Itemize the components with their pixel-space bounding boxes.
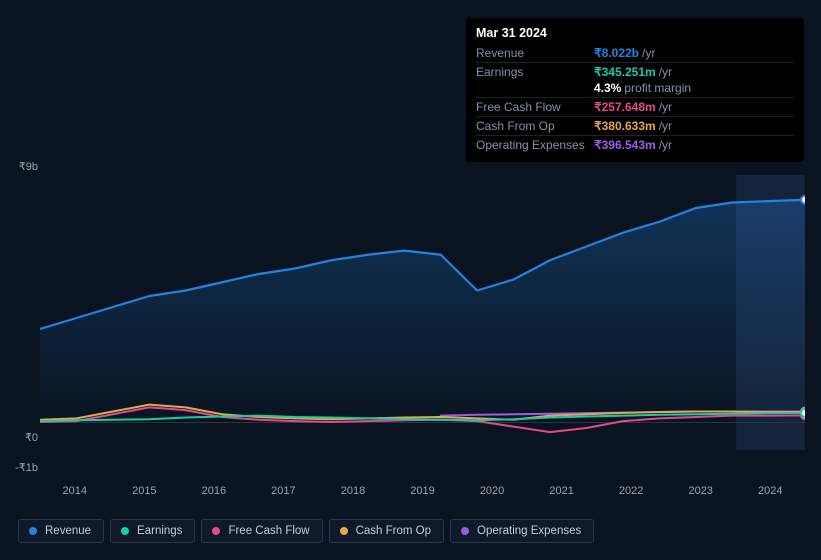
legend-label: Operating Expenses bbox=[477, 525, 581, 537]
legend-item-revenue[interactable]: Revenue bbox=[18, 519, 104, 543]
x-axis-tick: 2024 bbox=[735, 485, 805, 497]
tooltip-row-opex: Operating Expenses ₹396.543m /yr bbox=[476, 135, 794, 154]
x-axis-tick: 2019 bbox=[388, 485, 458, 497]
legend-label: Revenue bbox=[45, 525, 91, 537]
y-axis-label-zero: ₹0 bbox=[8, 431, 38, 444]
tooltip-label: Free Cash Flow bbox=[476, 100, 594, 114]
x-axis-tick: 2016 bbox=[179, 485, 249, 497]
tooltip-row-earnings: Earnings ₹345.251m /yr bbox=[476, 62, 794, 81]
legend-dot-icon bbox=[121, 527, 129, 535]
x-axis-tick: 2015 bbox=[110, 485, 180, 497]
tooltip-label: Operating Expenses bbox=[476, 138, 594, 152]
x-axis-tick: 2021 bbox=[527, 485, 597, 497]
tooltip-suffix: /yr bbox=[659, 138, 672, 152]
legend-item-opex[interactable]: Operating Expenses bbox=[450, 519, 594, 543]
tooltip-suffix: /yr bbox=[642, 46, 655, 60]
legend-label: Free Cash Flow bbox=[228, 525, 309, 537]
x-axis-tick: 2014 bbox=[40, 485, 110, 497]
x-axis-tick: 2018 bbox=[318, 485, 388, 497]
tooltip-row-fcf: Free Cash Flow ₹257.648m /yr bbox=[476, 97, 794, 116]
y-axis-label-min: -₹1b bbox=[2, 461, 38, 474]
tooltip-value: ₹396.543m bbox=[594, 138, 656, 152]
tooltip-row-cfo: Cash From Op ₹380.633m /yr bbox=[476, 116, 794, 135]
legend-label: Cash From Op bbox=[356, 525, 431, 537]
legend-item-fcf[interactable]: Free Cash Flow bbox=[201, 519, 322, 543]
tooltip-value: ₹8.022b bbox=[594, 46, 639, 60]
legend-item-earnings[interactable]: Earnings bbox=[110, 519, 195, 543]
tooltip-value: ₹380.633m bbox=[594, 119, 656, 133]
line-chart[interactable]: ₹9b ₹0 -₹1b bbox=[18, 155, 805, 475]
legend-dot-icon bbox=[212, 527, 220, 535]
tooltip-label: Cash From Op bbox=[476, 119, 594, 133]
tooltip-sub-suffix: profit margin bbox=[624, 81, 691, 95]
y-axis-label-max: ₹9b bbox=[8, 160, 38, 173]
tooltip-suffix: /yr bbox=[659, 65, 672, 79]
x-axis: 2014201520162017201820192020202120222023… bbox=[40, 485, 805, 497]
x-axis-tick: 2020 bbox=[457, 485, 527, 497]
tooltip-value: ₹345.251m bbox=[594, 65, 656, 79]
chart-svg bbox=[40, 175, 805, 450]
tooltip-label: Earnings bbox=[476, 65, 594, 79]
tooltip-label: Revenue bbox=[476, 46, 594, 60]
chart-tooltip: Mar 31 2024 Revenue ₹8.022b /yr Earnings… bbox=[466, 18, 804, 162]
tooltip-row-earnings-sub: 4.3% profit margin bbox=[476, 81, 794, 97]
tooltip-suffix: /yr bbox=[659, 100, 672, 114]
x-axis-tick: 2022 bbox=[596, 485, 666, 497]
x-axis-tick: 2023 bbox=[666, 485, 736, 497]
tooltip-title: Mar 31 2024 bbox=[476, 26, 794, 40]
legend-item-cfo[interactable]: Cash From Op bbox=[329, 519, 444, 543]
tooltip-suffix: /yr bbox=[659, 119, 672, 133]
tooltip-sub-value: 4.3% bbox=[594, 81, 621, 95]
tooltip-row-revenue: Revenue ₹8.022b /yr bbox=[476, 44, 794, 62]
x-axis-tick: 2017 bbox=[249, 485, 319, 497]
legend-dot-icon bbox=[461, 527, 469, 535]
chart-legend: Revenue Earnings Free Cash Flow Cash From O… bbox=[18, 519, 594, 543]
legend-dot-icon bbox=[29, 527, 37, 535]
legend-dot-icon bbox=[340, 527, 348, 535]
legend-label: Earnings bbox=[137, 525, 182, 537]
tooltip-value: ₹257.648m bbox=[594, 100, 656, 114]
